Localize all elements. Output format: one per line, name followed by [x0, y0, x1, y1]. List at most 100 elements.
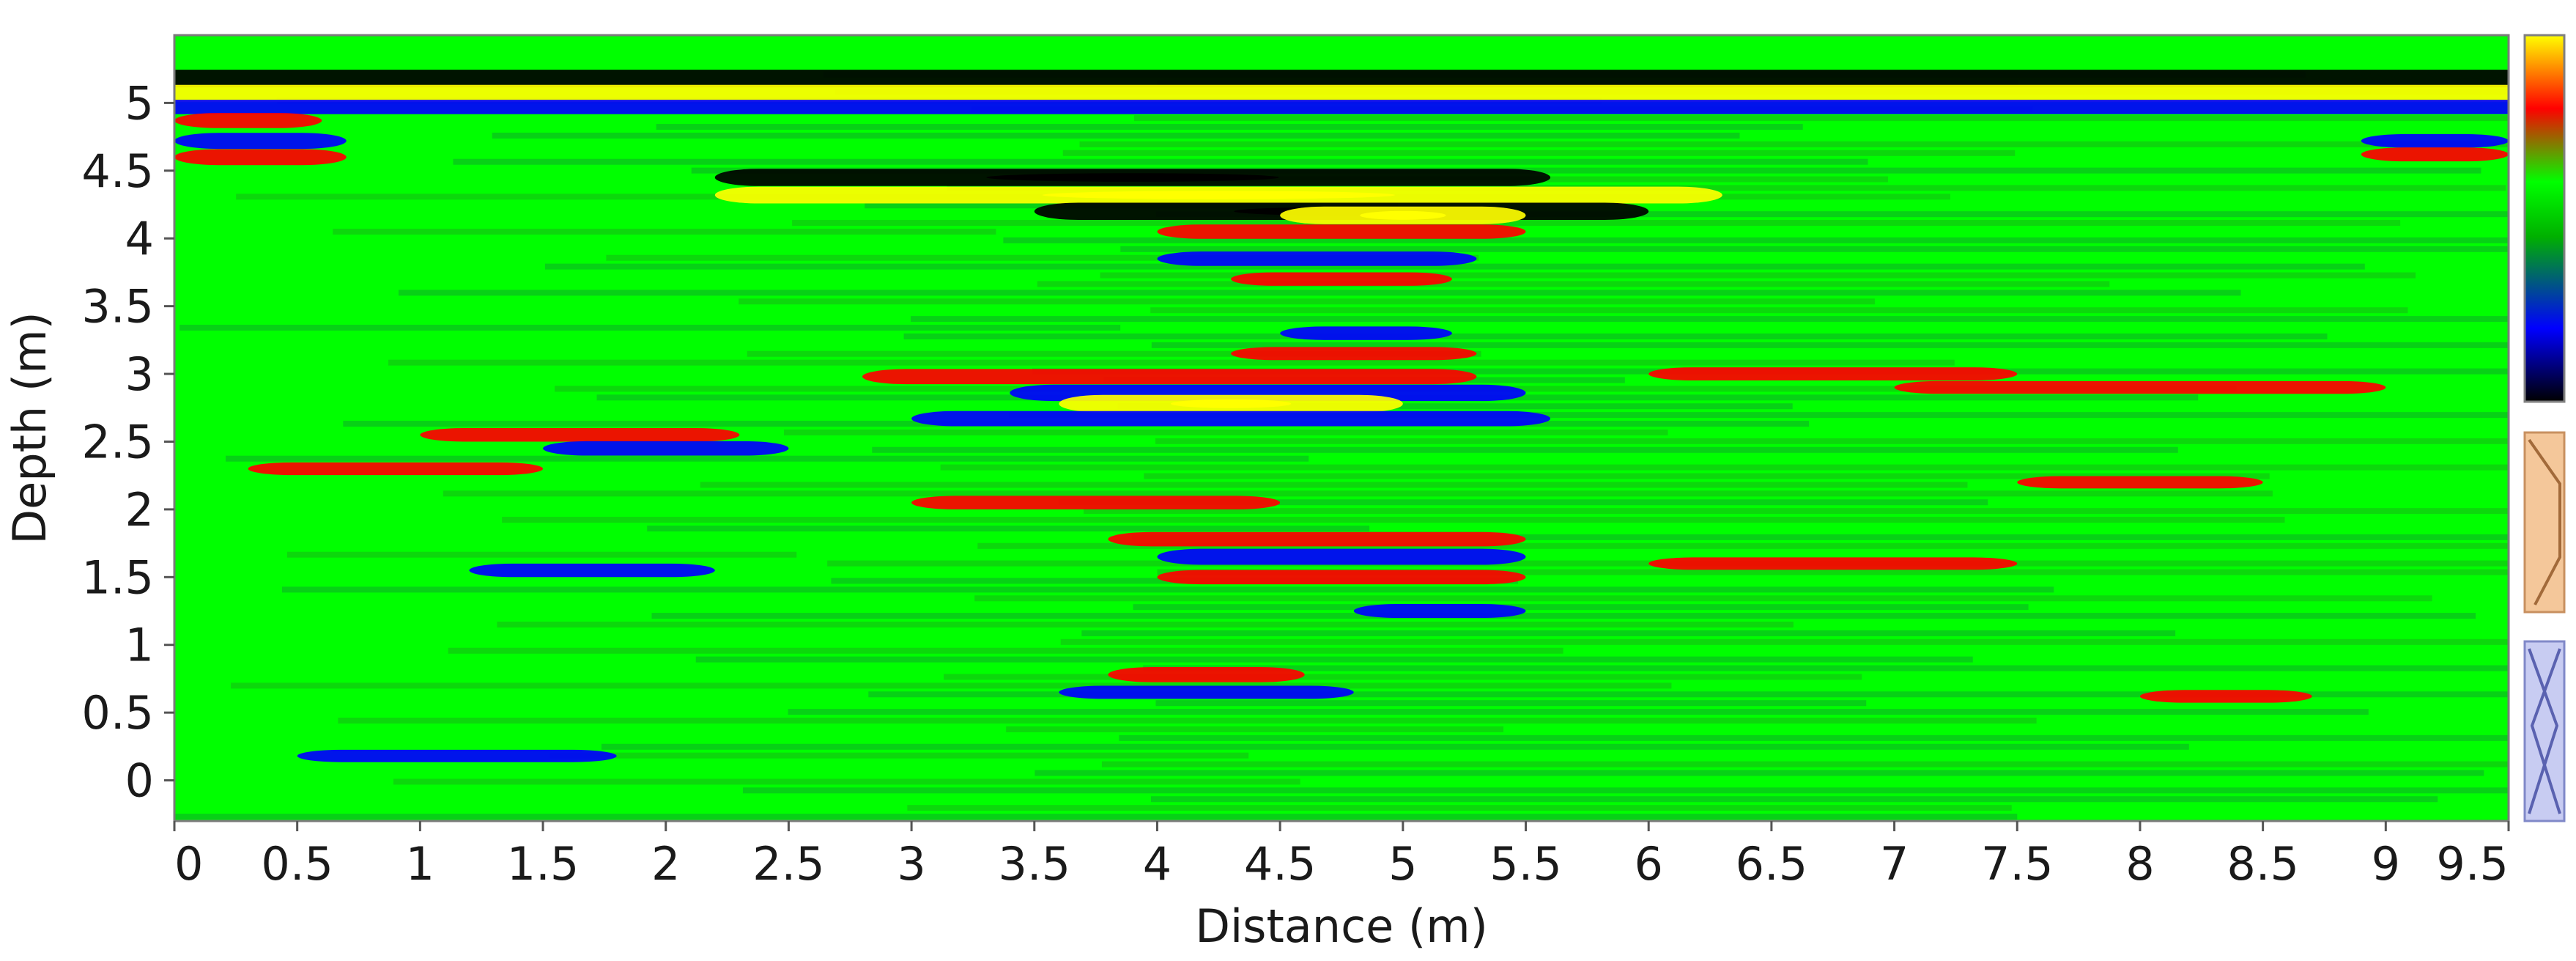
texture-band	[747, 350, 1481, 357]
texture-band	[974, 595, 2432, 602]
texture-band	[544, 263, 2365, 270]
x-tick-label: 3.5	[998, 837, 1070, 891]
reflection-band	[174, 133, 347, 150]
reflection-peak	[1360, 210, 1446, 220]
x-tick-label: 6.5	[1736, 837, 1808, 891]
texture-band	[868, 691, 2509, 698]
texture-band	[742, 787, 2509, 794]
texture-band	[1079, 141, 2509, 147]
reflection-band	[2361, 133, 2509, 148]
reflection-band	[1280, 326, 1452, 340]
x-tick-label: 4	[1143, 837, 1172, 891]
y-tick-label: 3.5	[81, 280, 154, 334]
x-tick-label: 2	[651, 837, 680, 891]
reflection-band	[1648, 367, 2018, 381]
texture-band	[903, 333, 2328, 339]
y-tick-label: 1	[125, 619, 154, 672]
reflection-band	[911, 410, 1551, 427]
reflection-band	[2361, 147, 2509, 162]
texture-band	[393, 778, 1300, 785]
texture-band	[1058, 499, 1988, 506]
x-tick-label: 0.5	[261, 837, 333, 891]
reflection-band	[1157, 224, 1526, 239]
y-tick-label: 0.5	[81, 686, 154, 740]
reflection-peak	[1042, 191, 1395, 199]
texture-band	[647, 525, 1370, 531]
x-tick-label: 1.5	[507, 837, 580, 891]
reflection-band	[1059, 685, 1354, 699]
texture-band	[497, 622, 1794, 627]
colorbar-scale	[2523, 34, 2566, 403]
reflection-band	[174, 149, 347, 166]
gain-curve-icon	[2528, 438, 2561, 605]
x-tick-label: 8.5	[2227, 837, 2299, 891]
texture-band	[231, 682, 1672, 689]
contrast-slider-track[interactable]	[2523, 640, 2566, 822]
texture-band	[601, 743, 2189, 750]
texture-band	[443, 490, 2273, 497]
reflection-band	[1108, 531, 1526, 547]
texture-band	[656, 124, 1803, 130]
texture-band	[502, 517, 2285, 523]
texture-band	[1006, 726, 1504, 732]
reflection-band	[1231, 272, 1452, 286]
texture-band	[333, 229, 996, 235]
x-tick-label: 8	[2125, 837, 2154, 891]
texture-band	[784, 429, 1668, 435]
reflection-band	[1648, 557, 2018, 570]
reflection-band	[543, 441, 789, 456]
x-axis-label: Distance (m)	[1195, 899, 1488, 953]
reflection-band	[420, 428, 740, 442]
reflection-band	[2139, 690, 2312, 703]
reflection-peak	[1170, 399, 1292, 408]
texture-band	[286, 551, 797, 558]
texture-band	[179, 325, 1121, 331]
texture-band	[944, 674, 1862, 680]
texture-band	[1081, 630, 2176, 636]
reflection-peak	[986, 173, 1279, 182]
texture-band	[1134, 115, 2509, 122]
reflection-band	[1894, 380, 2386, 394]
y-tick-label: 2.5	[81, 415, 154, 468]
texture-band	[388, 359, 1955, 366]
reflection-band	[1157, 548, 1526, 565]
texture-band	[792, 220, 2401, 227]
x-tick-label: 1	[406, 837, 434, 891]
y-tick-label: 0	[125, 754, 154, 808]
y-axis-label: Depth (m)	[3, 312, 56, 544]
texture-band	[739, 298, 1875, 305]
texture-band	[549, 752, 1249, 759]
x-tick-label: 4.5	[1244, 837, 1317, 891]
texture-band	[1062, 150, 2016, 156]
texture-band	[1151, 342, 2509, 348]
heatmap-area	[174, 35, 2509, 821]
reflection-band	[1157, 251, 1477, 266]
reflection-band	[174, 100, 2509, 114]
texture-band	[1119, 734, 2509, 741]
reflection-band	[174, 113, 322, 128]
x-tick-label: 9	[2372, 837, 2400, 891]
texture-band	[651, 613, 2476, 619]
texture-band	[1155, 438, 2509, 444]
texture-band	[872, 446, 2178, 453]
texture-band	[788, 709, 2369, 715]
texture-band	[940, 464, 2509, 471]
texture-band	[695, 656, 1973, 663]
reflection-band	[1353, 603, 1526, 619]
texture-band	[1131, 534, 2509, 540]
y-tick-label: 4.5	[81, 144, 154, 198]
texture-band	[1155, 211, 2509, 218]
contrast-slider[interactable]	[2523, 640, 2566, 822]
texture-band	[907, 805, 2012, 811]
plot-frame	[173, 34, 2510, 822]
texture-band	[453, 158, 1868, 165]
gain-slider[interactable]	[2523, 431, 2566, 614]
y-tick-label: 1.5	[81, 551, 154, 604]
texture-band	[492, 132, 1740, 139]
x-tick-label: 6	[1634, 837, 1662, 891]
x-tick-label: 3	[897, 837, 925, 891]
texture-band	[448, 647, 1563, 654]
texture-band	[1100, 272, 2416, 279]
x-tick-label: 7	[1880, 837, 1909, 891]
texture-band	[911, 316, 2509, 323]
